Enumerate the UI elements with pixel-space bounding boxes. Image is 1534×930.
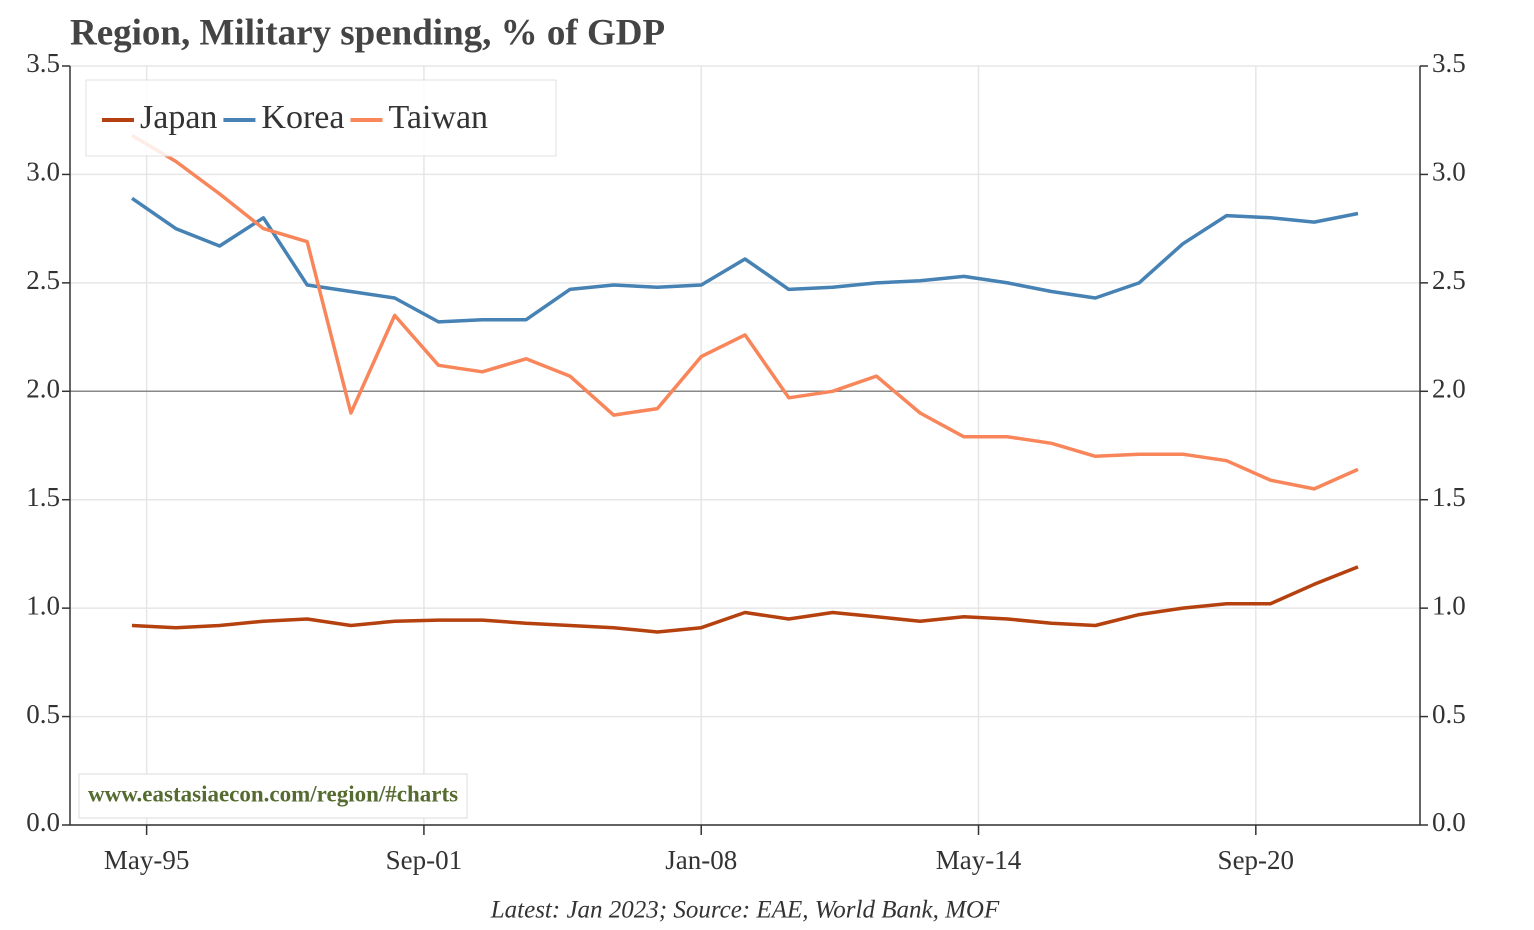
x-tick-label: May-95 (104, 845, 189, 875)
y2-tick-label: 0.5 (1432, 699, 1466, 729)
legend-label: Japan (140, 99, 217, 136)
chart-title: Region, Military spending, % of GDP (70, 12, 665, 53)
x-tick-label: Jan-08 (665, 845, 737, 875)
x-tick-label: Sep-01 (386, 845, 463, 875)
y2-tick-label: 3.0 (1432, 157, 1466, 187)
watermark-text: www.eastasiaecon.com/region/#charts (88, 781, 458, 806)
y-tick-label: 0.0 (26, 807, 60, 837)
y2-tick-label: 0.0 (1432, 807, 1466, 837)
series-line (131, 196, 1359, 324)
watermark: www.eastasiaecon.com/region/#charts (78, 773, 468, 819)
source-note: Latest: Jan 2023; Source: EAE, World Ban… (490, 897, 1000, 924)
x-tick-label: May-14 (936, 845, 1022, 875)
y2-tick-label: 3.5 (1432, 48, 1466, 78)
y2-tick-label: 1.0 (1432, 590, 1466, 620)
series-line (131, 133, 1359, 491)
y2-tick-label: 2.5 (1432, 265, 1466, 295)
y-tick-label: 2.5 (26, 265, 60, 295)
y-tick-label: 0.5 (26, 699, 60, 729)
legend-box (85, 79, 557, 157)
watermark-box (78, 773, 468, 819)
y-tick-label: 1.5 (26, 482, 60, 512)
y-tick-label: 2.0 (26, 373, 60, 403)
x-tick-label: Sep-20 (1218, 845, 1295, 875)
legend-label: Korea (261, 99, 344, 136)
legend: Japan Korea Taiwan (85, 79, 557, 157)
series-line (131, 565, 1359, 634)
y-tick-label: 1.0 (26, 590, 60, 620)
y-tick-label: 3.5 (26, 48, 60, 78)
y-tick-label: 3.0 (26, 157, 60, 187)
y2-tick-label: 1.5 (1432, 482, 1466, 512)
y2-tick-label: 2.0 (1432, 373, 1466, 403)
legend-label: Taiwan (388, 99, 488, 136)
